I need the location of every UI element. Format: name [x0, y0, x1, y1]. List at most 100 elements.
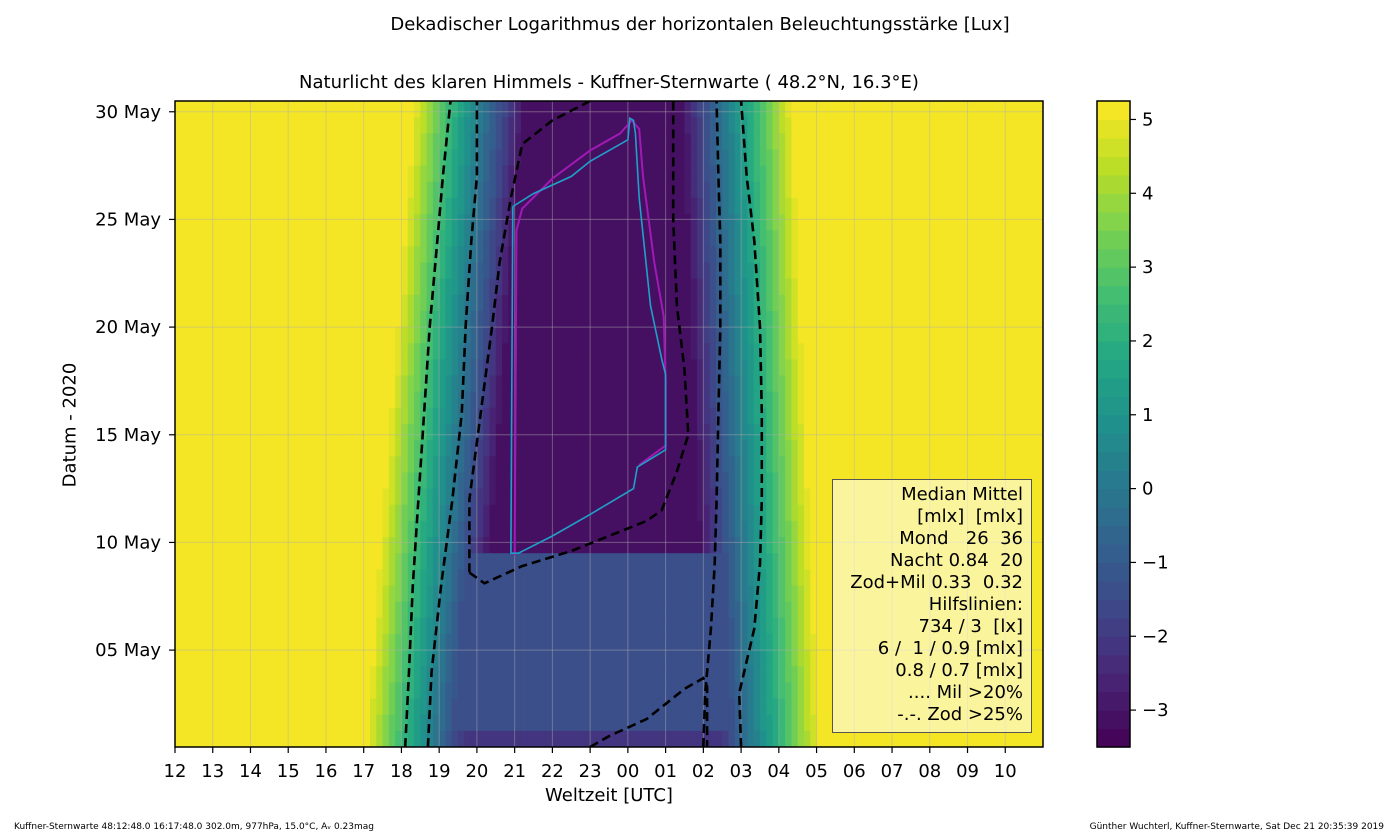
colorbar-band: [1097, 562, 1130, 582]
colorbar-tick-label: 1: [1142, 405, 1153, 426]
colorbar-band: [1097, 507, 1130, 527]
grid: [174, 101, 1043, 747]
colorbar-band: [1097, 710, 1130, 730]
y-tick-label: 20 May: [95, 317, 161, 338]
contour-night: [468, 101, 690, 585]
x-tick-label: 23: [579, 761, 602, 782]
x-tick-label: 05: [805, 761, 828, 782]
colorbar-band: [1097, 359, 1130, 379]
chart-title: Naturlicht des klaren Himmels - Kuffner-…: [299, 72, 919, 93]
contour-evening-inner: [426, 101, 479, 747]
colorbar-band: [1097, 470, 1130, 490]
colorbar-band: [1097, 654, 1130, 674]
legend-line: Nacht 0.84 20: [889, 550, 1023, 571]
colorbar-band: [1097, 414, 1130, 434]
legend-line: 734 / 3 [lx]: [918, 616, 1023, 637]
x-axis: 12 13 14 15 16 17 18 19 20 21 22 23 00 01 02 03 04 05 06 07…: [164, 747, 1017, 782]
colorbar-tick-label: 0: [1142, 479, 1153, 500]
colorbar-band: [1097, 543, 1130, 564]
colorbar-band: [1097, 396, 1130, 416]
x-tick-label: 22: [541, 761, 564, 782]
cyan-line: [510, 116, 667, 555]
colorbar-band: [1097, 525, 1130, 545]
x-tick-label: 19: [428, 761, 451, 782]
chart-canvas: 12 13 14 15 16 17 18 19 20 21 22 23 00 01 02 03 04 05 06 07…: [95, 100, 1169, 782]
legend-line: Hilfslinien:: [928, 594, 1023, 615]
legend-line: [mlx] [mlx]: [917, 506, 1023, 527]
contour-morning-outer: [737, 101, 764, 747]
colorbar-tick-label: 5: [1142, 109, 1153, 130]
contour-moon-bottom: [589, 676, 709, 747]
y-tick-label: 30 May: [95, 102, 161, 123]
contour-night-left: [468, 101, 591, 573]
colorbar-band: [1097, 119, 1130, 139]
colorbar-tick-label: 4: [1142, 183, 1153, 204]
colorbar-band: [1097, 691, 1130, 711]
colorbar-band: [1097, 230, 1130, 250]
colorbar-tick-label: 3: [1142, 257, 1153, 278]
colorbar-band: [1097, 322, 1130, 342]
x-tick-label: 16: [315, 761, 338, 782]
legend-box: Median Mittel [mlx] [mlx] Mond 26 36 Nac…: [832, 479, 1032, 733]
x-tick-label: 17: [352, 761, 375, 782]
x-tick-label: 03: [730, 761, 753, 782]
colorbar-band: [1097, 193, 1130, 213]
y-tick-label: 15 May: [95, 425, 161, 446]
x-tick-label: 20: [465, 761, 488, 782]
x-tick-label: 13: [201, 761, 224, 782]
plot-frame: [174, 100, 1044, 748]
colorbar-band: [1097, 599, 1130, 619]
colorbar-tick-label: −2: [1142, 626, 1169, 647]
colorbar-band: [1097, 156, 1130, 176]
colorbar-band: [1097, 451, 1130, 471]
legend-line: Zod+Mil 0.33 0.32: [850, 572, 1023, 593]
x-tick-label: 02: [692, 761, 715, 782]
colorbar: −3 −2 −1 0 1 2 3 4 5: [1096, 100, 1169, 748]
colorbar-band: [1097, 174, 1130, 194]
colorbar-band: [1097, 617, 1130, 637]
x-axis-label: Weltzeit [UTC]: [545, 785, 673, 806]
contour-morning-inner: [702, 101, 722, 747]
x-tick-label: 10: [994, 761, 1017, 782]
colorbar-band: [1097, 267, 1130, 287]
y-tick-label: 10 May: [95, 532, 161, 553]
x-tick-label: 12: [164, 761, 187, 782]
legend-line: 0.8 / 0.7 [mlx]: [895, 660, 1023, 681]
x-tick-label: 21: [503, 761, 526, 782]
colorbar-band: [1097, 636, 1130, 656]
colorbar-band: [1097, 101, 1130, 121]
colorbar-band: [1097, 377, 1130, 397]
x-tick-label: 09: [956, 761, 979, 782]
x-tick-label: 08: [918, 761, 941, 782]
colorbar-band: [1097, 673, 1130, 693]
y-axis: 05 May 10 May 15 May 20 May 25 May 30 May: [95, 102, 175, 661]
colorbar-band: [1097, 211, 1130, 231]
x-tick-label: 07: [881, 761, 904, 782]
colorbar-band: [1097, 248, 1130, 268]
colorbar-frame: [1096, 100, 1131, 748]
figure-suptitle: Dekadischer Logarithmus der horizontalen…: [390, 14, 1010, 35]
colorbar-tick-label: 2: [1142, 331, 1153, 352]
x-tick-label: 14: [239, 761, 262, 782]
legend-line: .... Mil >20%: [908, 682, 1023, 703]
footer-station-info: Kuffner-Sternwarte 48:12:48.0 16:17:48.0…: [14, 822, 374, 832]
colorbar-band: [1097, 304, 1130, 324]
colorbar-band: [1097, 488, 1130, 508]
colorbar-band: [1097, 433, 1130, 453]
x-tick-label: 18: [390, 761, 413, 782]
colorbar-band: [1097, 137, 1130, 157]
contour-evening-outer: [403, 101, 452, 747]
colorbar-tick-label: −3: [1142, 700, 1169, 721]
colorbar-tick-label: −1: [1142, 552, 1169, 573]
y-tick-label: 25 May: [95, 209, 161, 230]
x-tick-label: 15: [277, 761, 300, 782]
colorbar-band: [1097, 580, 1130, 600]
y-tick-label: 05 May: [95, 640, 161, 661]
legend-line: -.-. Zod >25%: [897, 704, 1023, 725]
legend-line: 6 / 1 / 0.9 [mlx]: [877, 638, 1023, 659]
footer-credit: Günther Wuchterl, Kuffner-Sternwarte, Sa…: [1089, 822, 1384, 832]
x-tick-label: 01: [654, 761, 677, 782]
colorbar-band: [1097, 728, 1130, 748]
x-tick-label: 04: [767, 761, 790, 782]
legend-line: Median Mittel: [901, 484, 1023, 505]
